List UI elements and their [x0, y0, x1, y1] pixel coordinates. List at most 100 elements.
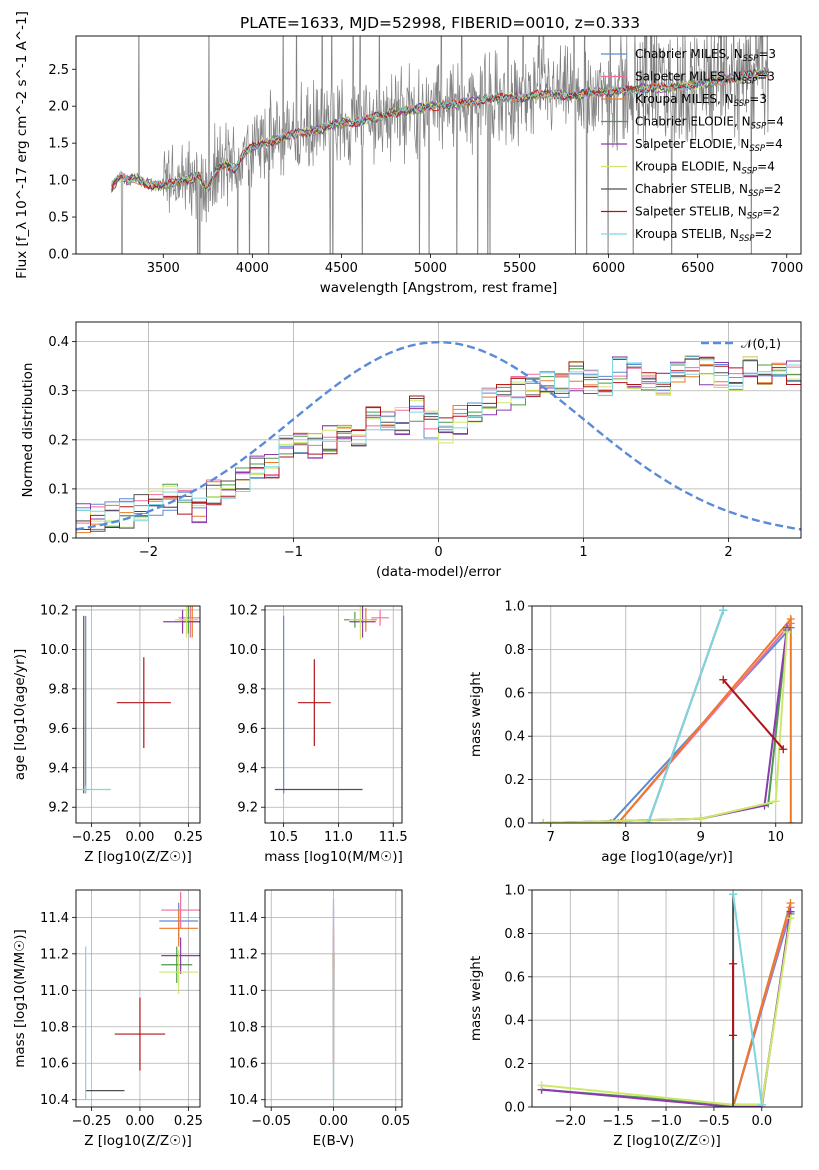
weight-marker-salpeter-stelib [729, 959, 738, 968]
x-axis-label: Z [log10(Z/Z☉)] [613, 1133, 721, 1149]
x-tick-label: 0.25 [174, 830, 203, 845]
x-tick-label: −0.5 [698, 1114, 730, 1129]
x-axis-label: mass [log10(M/M☉)] [264, 849, 403, 865]
legend-label-chabrier-miles: Chabrier MILES, NSSP=3 [635, 47, 776, 64]
panel-mass-weight-vs-Z: −2.0 −1.5 −1.0 −0.5 0.0 0.0 0.2 0.4 0.6 0.8 1.0 Z [… [468, 884, 803, 1149]
weight-line-kroupa-elodie [541, 918, 792, 1106]
y-tick-label: 9.6 [237, 722, 258, 737]
histogram-kroupa-elodie [76, 350, 801, 528]
weight-marker-kroupa-miles [786, 615, 795, 624]
weight-marker-kroupa-elodie [786, 914, 795, 923]
x-tick-label: −0.25 [72, 1114, 112, 1129]
y-axis-label: Flux [f_λ 10^-17 erg cm^-2 s^-1 A^-1] [14, 11, 30, 279]
y-tick-label: 1.0 [48, 174, 69, 189]
y-tick-label: 0.4 [48, 335, 69, 350]
histogram-kroupa-stelib [76, 349, 801, 523]
observed-spectrum [111, 36, 770, 254]
panel-age-vs-mass: 10.5 11.0 11.5 9.2 9.4 9.6 9.8 10.0 10.2 mass [lo… [229, 603, 408, 865]
x-tick-label: 7000 [770, 261, 803, 276]
x-tick-label: −1.5 [602, 1114, 634, 1129]
plot-area-residuals [76, 340, 801, 534]
weight-marker-kroupa-stelib [644, 819, 653, 823]
y-axis-label: mass weight [468, 672, 484, 757]
weight-line-kroupa-stelib [732, 894, 763, 1105]
y-tick-label: 1.0 [504, 884, 525, 899]
y-tick-label: 2.0 [48, 100, 69, 115]
gaussian-reference-curve [76, 340, 801, 531]
weight-marker-kroupa-stelib [757, 1100, 766, 1107]
figure-title: PLATE=1633, MJD=52998, FIBERID=0010, z=0… [240, 14, 640, 32]
x-tick-label: 10 [767, 830, 784, 845]
x-tick-label: −2 [139, 545, 158, 560]
weight-line-chabrier-elodie [543, 629, 788, 823]
x-tick-label: 9 [697, 830, 705, 845]
histogram-salpeter-stelib [76, 357, 801, 530]
weight-marker-kroupa-elodie [537, 1081, 546, 1090]
y-tick-label: 0.3 [48, 384, 69, 399]
x-axis-label: wavelength [Angstrom, rest frame] [320, 280, 558, 296]
x-tick-label: 11.5 [379, 830, 408, 845]
axes-frame [531, 605, 803, 824]
y-tick-label: 10.2 [229, 603, 258, 618]
y-tick-label: 11.4 [229, 911, 258, 926]
y-tick-label: 0.0 [504, 1101, 525, 1116]
x-tick-label: −2.0 [555, 1114, 587, 1129]
y-tick-label: 10.0 [229, 643, 258, 658]
histogram-kroupa-miles [76, 356, 801, 534]
y-tick-label: 9.2 [48, 801, 69, 816]
legend-label-kroupa-elodie: Kroupa ELODIE, NSSP=4 [635, 160, 775, 177]
x-tick-label: 0.00 [319, 1114, 348, 1129]
y-tick-label: 0.0 [48, 248, 69, 263]
x-tick-label: −1.0 [650, 1114, 682, 1129]
axes-frame [264, 605, 403, 824]
weight-line-kroupa-miles [732, 902, 792, 1107]
y-tick-label: 10.8 [40, 1020, 69, 1035]
y-tick-label: 10.2 [40, 603, 69, 618]
y-tick-label: 10.6 [229, 1057, 258, 1072]
y-axis-label: mass [log10(M/M☉)] [12, 929, 28, 1068]
histogram-salpeter-miles [76, 356, 801, 524]
y-tick-label: 10.0 [40, 643, 69, 658]
y-tick-label: 9.8 [48, 682, 69, 697]
y-tick-label: 0.5 [48, 211, 69, 226]
legend-label-kroupa-miles: Kroupa MILES, NSSP=3 [635, 92, 767, 109]
legend-label-chabrier-elodie: Chabrier ELODIE, NSSP=4 [635, 115, 784, 132]
axes-frame [75, 35, 802, 255]
x-axis-label: E(B-V) [313, 1133, 355, 1149]
axes-frame [75, 321, 802, 539]
legend-label-chabrier-stelib: Chabrier STELIB, NSSP=2 [635, 182, 781, 199]
axes-frame [75, 889, 201, 1108]
x-tick-label: 4500 [325, 261, 358, 276]
x-axis-label: (data-model)/error [376, 564, 502, 580]
panel-age-vs-Z: −0.25 0.00 0.25 9.2 9.4 9.6 9.8 10.0 10.2 Z [log1… [12, 603, 203, 865]
plots-layer: 3500 4000 4500 5000 5500 6000 6500 7000 0.0 0.5 1.… [12, 11, 803, 1149]
legend-label-kroupa-stelib: Kroupa STELIB, NSSP=2 [635, 227, 772, 244]
legend-label-salpeter-stelib: Salpeter STELIB, NSSP=2 [635, 205, 780, 222]
y-tick-label: 0.8 [504, 927, 525, 942]
weight-marker-kroupa-elodie [539, 819, 548, 823]
x-axis-label: Z [log10(Z/Z☉)] [84, 1133, 192, 1149]
plot-area-mass-weight-vs-age [539, 606, 795, 823]
x-tick-label: 4000 [236, 261, 269, 276]
plot-area-age-vs-mass [274, 606, 389, 794]
x-tick-label: 7 [547, 830, 555, 845]
y-tick-label: 11.0 [40, 984, 69, 999]
x-tick-label: −1 [284, 545, 303, 560]
x-tick-label: 5000 [414, 261, 447, 276]
weight-marker-salpeter-stelib [729, 1031, 738, 1040]
x-tick-label: 2 [724, 545, 732, 560]
weight-marker-kroupa-miles [786, 899, 795, 908]
x-tick-label: 10.5 [269, 830, 298, 845]
axes-frame [75, 605, 201, 824]
y-tick-label: 11.2 [40, 947, 69, 962]
x-tick-label: 0.05 [381, 1114, 410, 1129]
plot-area-age-vs-Z [76, 606, 200, 794]
y-tick-label: 0.4 [504, 1014, 525, 1029]
histogram-salpeter-elodie [76, 356, 801, 524]
x-axis-label: age [log10(age/yr)] [601, 849, 733, 865]
x-axis-label: Z [log10(Z/Z☉)] [84, 849, 192, 865]
x-tick-label: 0.00 [125, 1114, 154, 1129]
weight-marker-chabrier-stelib [729, 1103, 738, 1107]
y-tick-label: 11.4 [40, 911, 69, 926]
